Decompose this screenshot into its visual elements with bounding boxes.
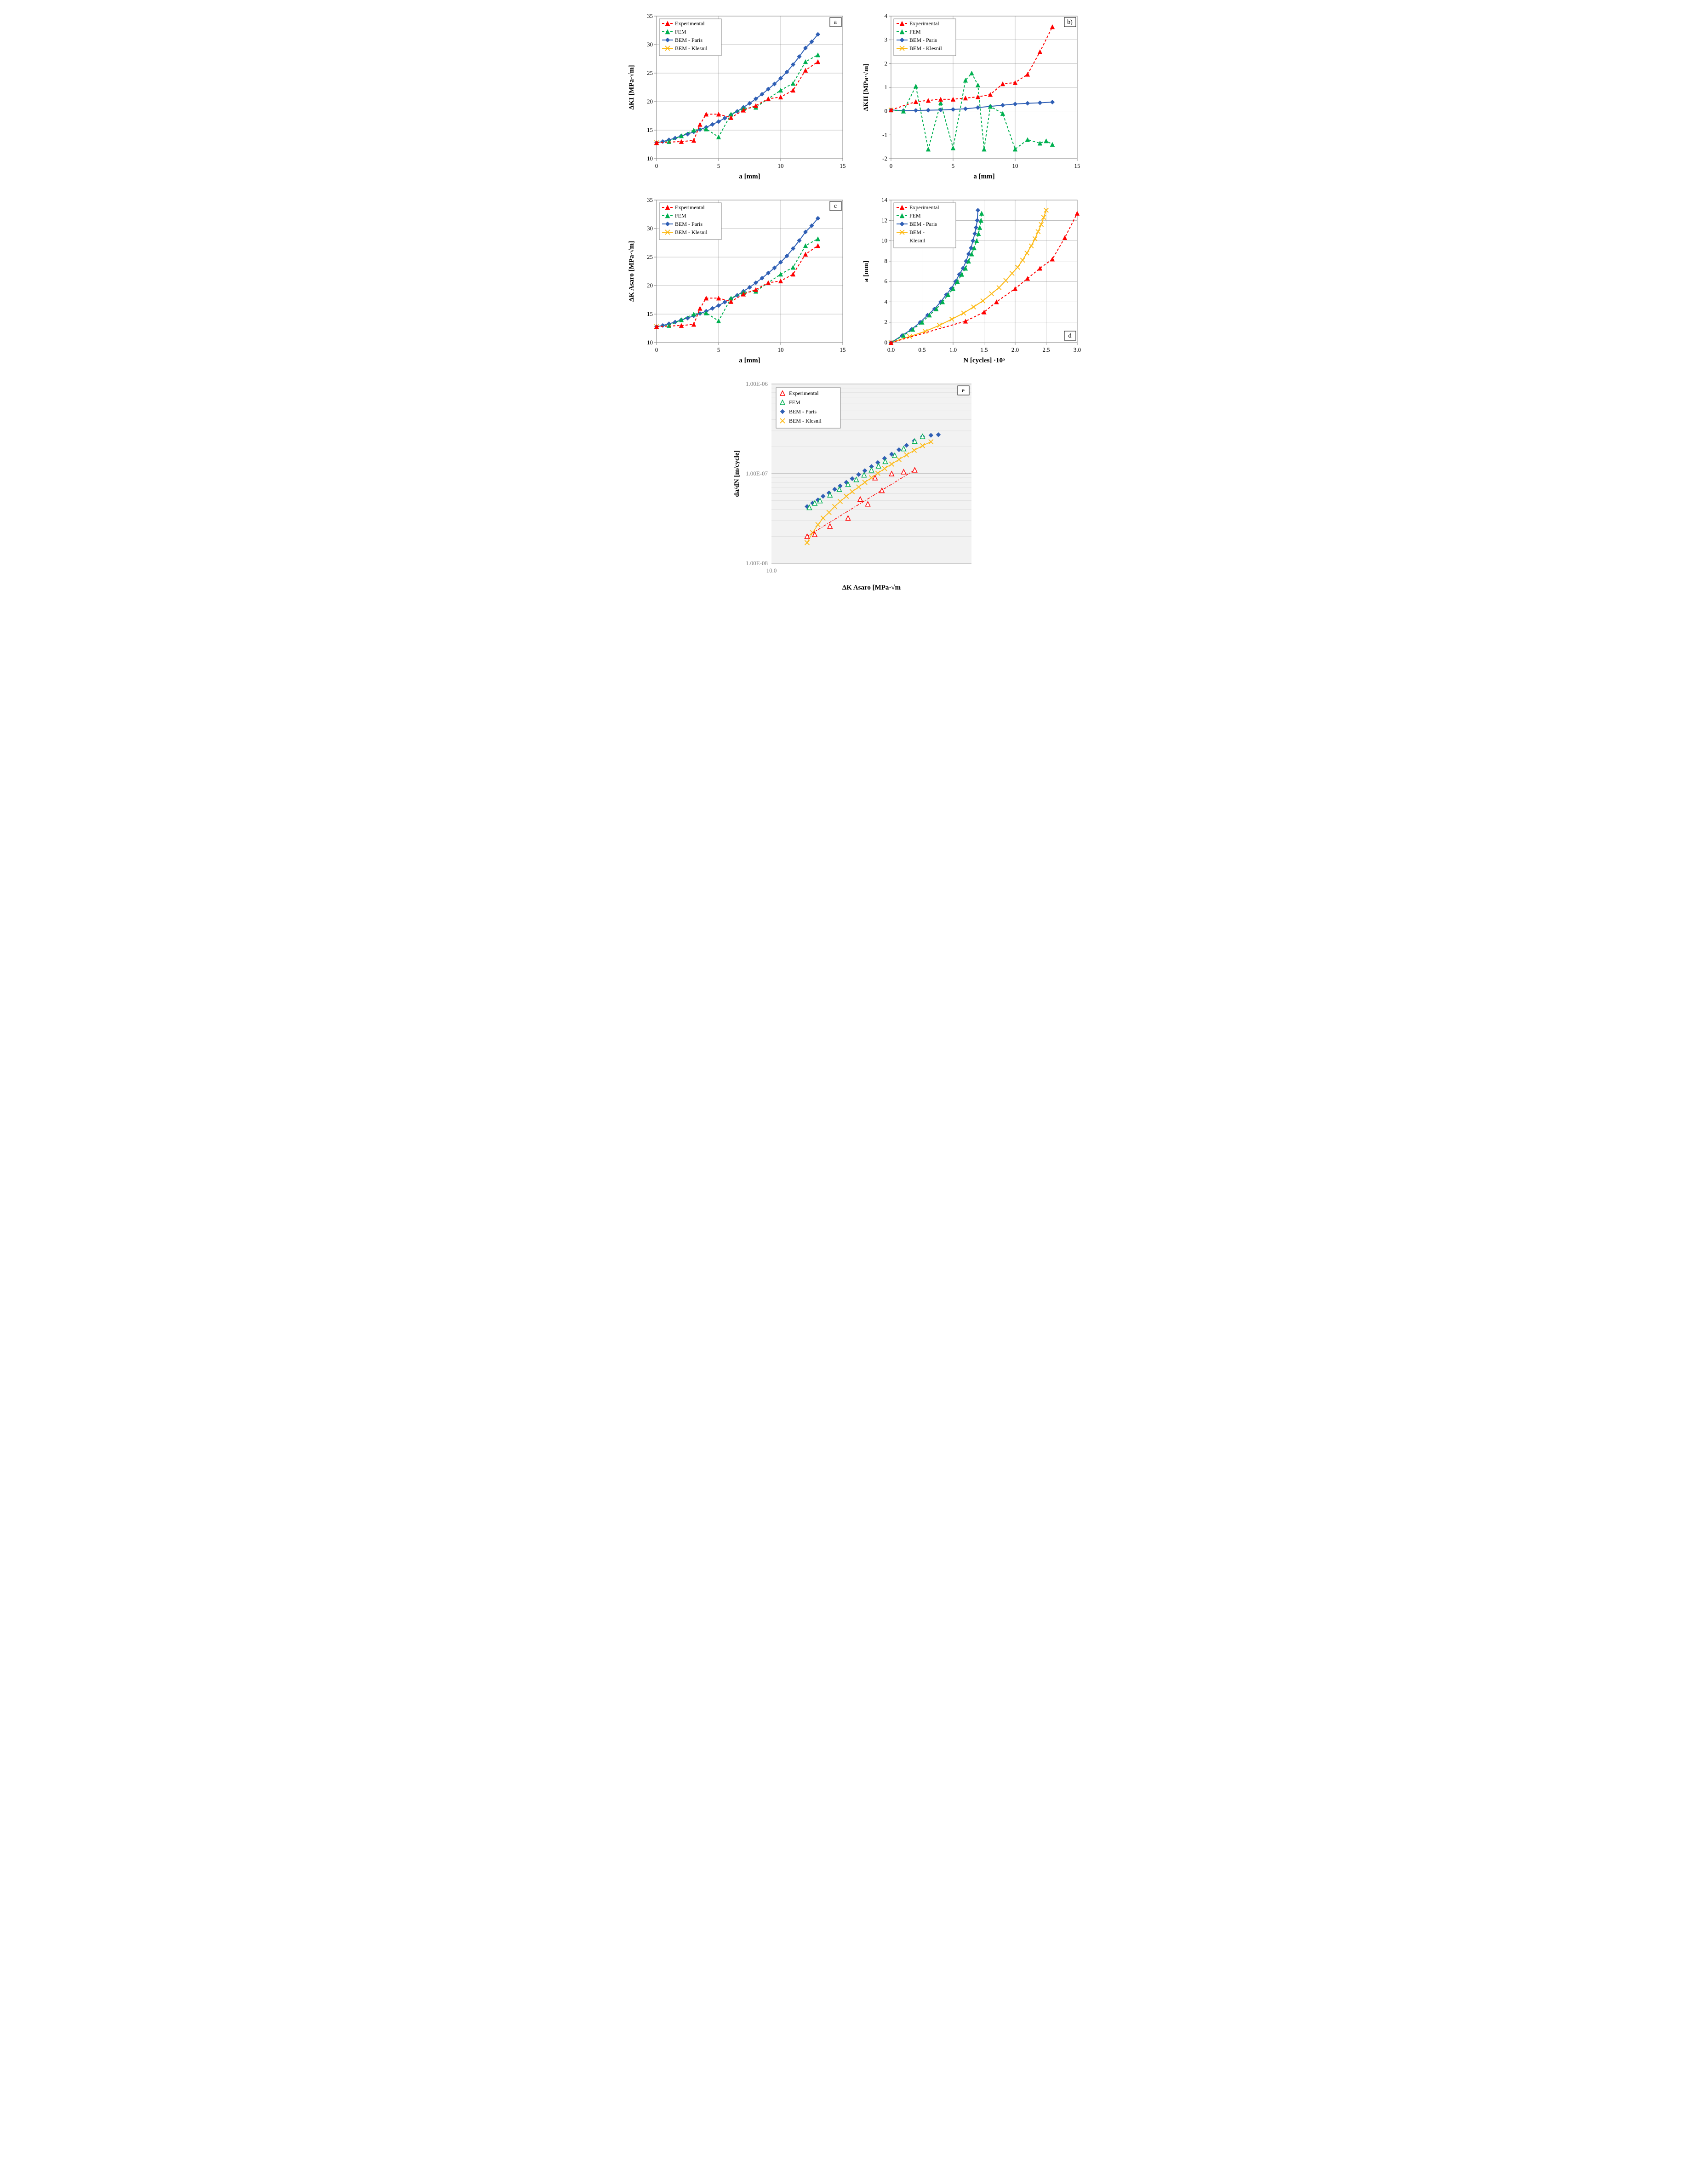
chart-e: 1.00E-08 1.00E-07 1.00E-06 10.0 ΔK Asaro [MP… (624, 377, 1084, 598)
svg-text:BEM - Klesnil: BEM - Klesnil (675, 229, 708, 235)
svg-text:N [cycles] ·10⁵: N [cycles] ·10⁵ (963, 357, 1005, 364)
svg-text:10: 10 (881, 237, 887, 244)
svg-text:-2: -2 (882, 155, 887, 162)
svg-text:BEM - Paris: BEM - Paris (909, 37, 937, 43)
svg-text:15: 15 (647, 126, 653, 133)
svg-text:FEM: FEM (675, 29, 686, 35)
svg-text:da/dN [m/cycle]: da/dN [m/cycle] (733, 450, 741, 497)
svg-text:2.5: 2.5 (1042, 346, 1050, 353)
chart-c: 0 5 10 15 10 15 20 25 30 35 a [mm] ΔK Asaro [MPa·√m… (624, 193, 850, 368)
svg-text:10: 10 (647, 155, 653, 162)
svg-text:e: e (961, 387, 964, 394)
svg-text:Klesnil: Klesnil (909, 237, 925, 244)
svg-text:b): b) (1067, 19, 1073, 26)
svg-text:10: 10 (1012, 162, 1018, 169)
svg-text:8: 8 (884, 258, 887, 264)
svg-text:a: a (834, 19, 837, 26)
svg-text:Experimental: Experimental (675, 20, 705, 27)
svg-text:2: 2 (884, 319, 887, 326)
svg-text:0: 0 (884, 339, 887, 346)
svg-text:0: 0 (884, 108, 887, 115)
svg-text:1.0: 1.0 (949, 346, 956, 353)
svg-text:d: d (1068, 332, 1071, 339)
svg-text:-1: -1 (882, 131, 887, 138)
svg-text:0.5: 0.5 (918, 346, 925, 353)
chart-b: 0 5 10 15 -2 -1 0 1 2 3 4 a [mm] ΔKII [MPa·√m] Experi… (859, 9, 1084, 184)
svg-text:35: 35 (647, 196, 653, 203)
svg-text:0.0: 0.0 (887, 346, 894, 353)
svg-text:ΔKI [MPa·√m]: ΔKI [MPa·√m] (628, 65, 635, 109)
svg-text:BEM -: BEM - (909, 229, 925, 235)
svg-text:5: 5 (717, 346, 720, 353)
svg-text:c: c (834, 203, 836, 210)
svg-text:2: 2 (884, 60, 887, 67)
svg-text:10: 10 (777, 162, 783, 169)
svg-text:BEM - Klesnil: BEM - Klesnil (789, 418, 822, 424)
svg-text:1.00E-07: 1.00E-07 (745, 470, 768, 477)
svg-text:1.00E-08: 1.00E-08 (745, 560, 767, 567)
svg-text:0: 0 (889, 162, 892, 169)
svg-text:a [mm]: a [mm] (739, 357, 760, 364)
svg-text:1.5: 1.5 (980, 346, 988, 353)
svg-text:15: 15 (840, 346, 845, 353)
svg-text:a [mm]: a [mm] (739, 173, 760, 180)
svg-text:FEM: FEM (789, 399, 800, 406)
svg-text:35: 35 (647, 12, 653, 19)
svg-text:FEM: FEM (909, 212, 921, 219)
svg-text:ΔK Asaro [MPa·√m]: ΔK Asaro [MPa·√m] (628, 241, 635, 302)
svg-text:4: 4 (884, 12, 887, 19)
svg-text:15: 15 (1074, 162, 1080, 169)
svg-text:2.0: 2.0 (1011, 346, 1018, 353)
svg-text:5: 5 (951, 162, 954, 169)
svg-text:Experimental: Experimental (789, 390, 819, 396)
chart-grid: 051015101520253035a [mm]ΔKI [MPa·√m]Expe… (624, 9, 1084, 598)
svg-text:BEM - Paris: BEM - Paris (909, 221, 937, 227)
svg-text:BEM - Paris: BEM - Paris (675, 37, 703, 43)
svg-text:BEM - Paris: BEM - Paris (675, 221, 703, 227)
svg-text:a [mm]: a [mm] (973, 173, 994, 180)
svg-text:0: 0 (655, 346, 658, 353)
svg-text:FEM: FEM (909, 29, 921, 35)
svg-text:Experimental: Experimental (675, 204, 705, 211)
svg-text:5: 5 (717, 162, 720, 169)
svg-text:FEM: FEM (675, 212, 686, 219)
svg-text:10: 10 (777, 346, 783, 353)
chart-d: 0.0 0.5 1.0 1.5 2.0 2.5 3.0 0 2 4 6 8 10 12 14 N [cycle… (859, 193, 1084, 368)
svg-text:25: 25 (647, 69, 653, 76)
svg-text:1.00E-06: 1.00E-06 (745, 380, 768, 387)
svg-text:10.0: 10.0 (766, 567, 777, 574)
svg-text:10: 10 (647, 339, 653, 346)
svg-text:15: 15 (840, 162, 845, 169)
svg-text:12: 12 (881, 217, 887, 223)
svg-text:25: 25 (647, 253, 653, 260)
svg-text:0: 0 (655, 162, 658, 169)
svg-text:14: 14 (881, 196, 888, 203)
svg-text:3: 3 (884, 36, 887, 43)
svg-text:ΔKII [MPa·√m]: ΔKII [MPa·√m] (863, 63, 870, 111)
svg-text:20: 20 (647, 98, 653, 105)
svg-text:Experimental: Experimental (909, 20, 939, 27)
svg-text:15: 15 (647, 310, 653, 317)
svg-text:BEM - Klesnil: BEM - Klesnil (675, 45, 708, 52)
svg-text:30: 30 (647, 225, 653, 232)
svg-text:ΔK Asaro [MPa·√m: ΔK Asaro [MPa·√m (842, 584, 901, 591)
svg-text:30: 30 (647, 41, 653, 48)
chart-a: 0 5 10 15 10 15 20 25 30 35 a [mm] ΔKI [MPa·√m] Expe… (624, 9, 850, 184)
svg-text:4: 4 (884, 298, 887, 305)
svg-text:1: 1 (884, 84, 887, 91)
svg-text:3.0: 3.0 (1073, 346, 1080, 353)
svg-text:6: 6 (884, 278, 887, 285)
svg-text:Experimental: Experimental (909, 204, 939, 211)
svg-text:BEM - Klesnil: BEM - Klesnil (909, 45, 942, 52)
svg-text:BEM - Paris: BEM - Paris (789, 408, 817, 415)
svg-text:a [mm]: a [mm] (863, 261, 870, 282)
svg-text:20: 20 (647, 282, 653, 289)
